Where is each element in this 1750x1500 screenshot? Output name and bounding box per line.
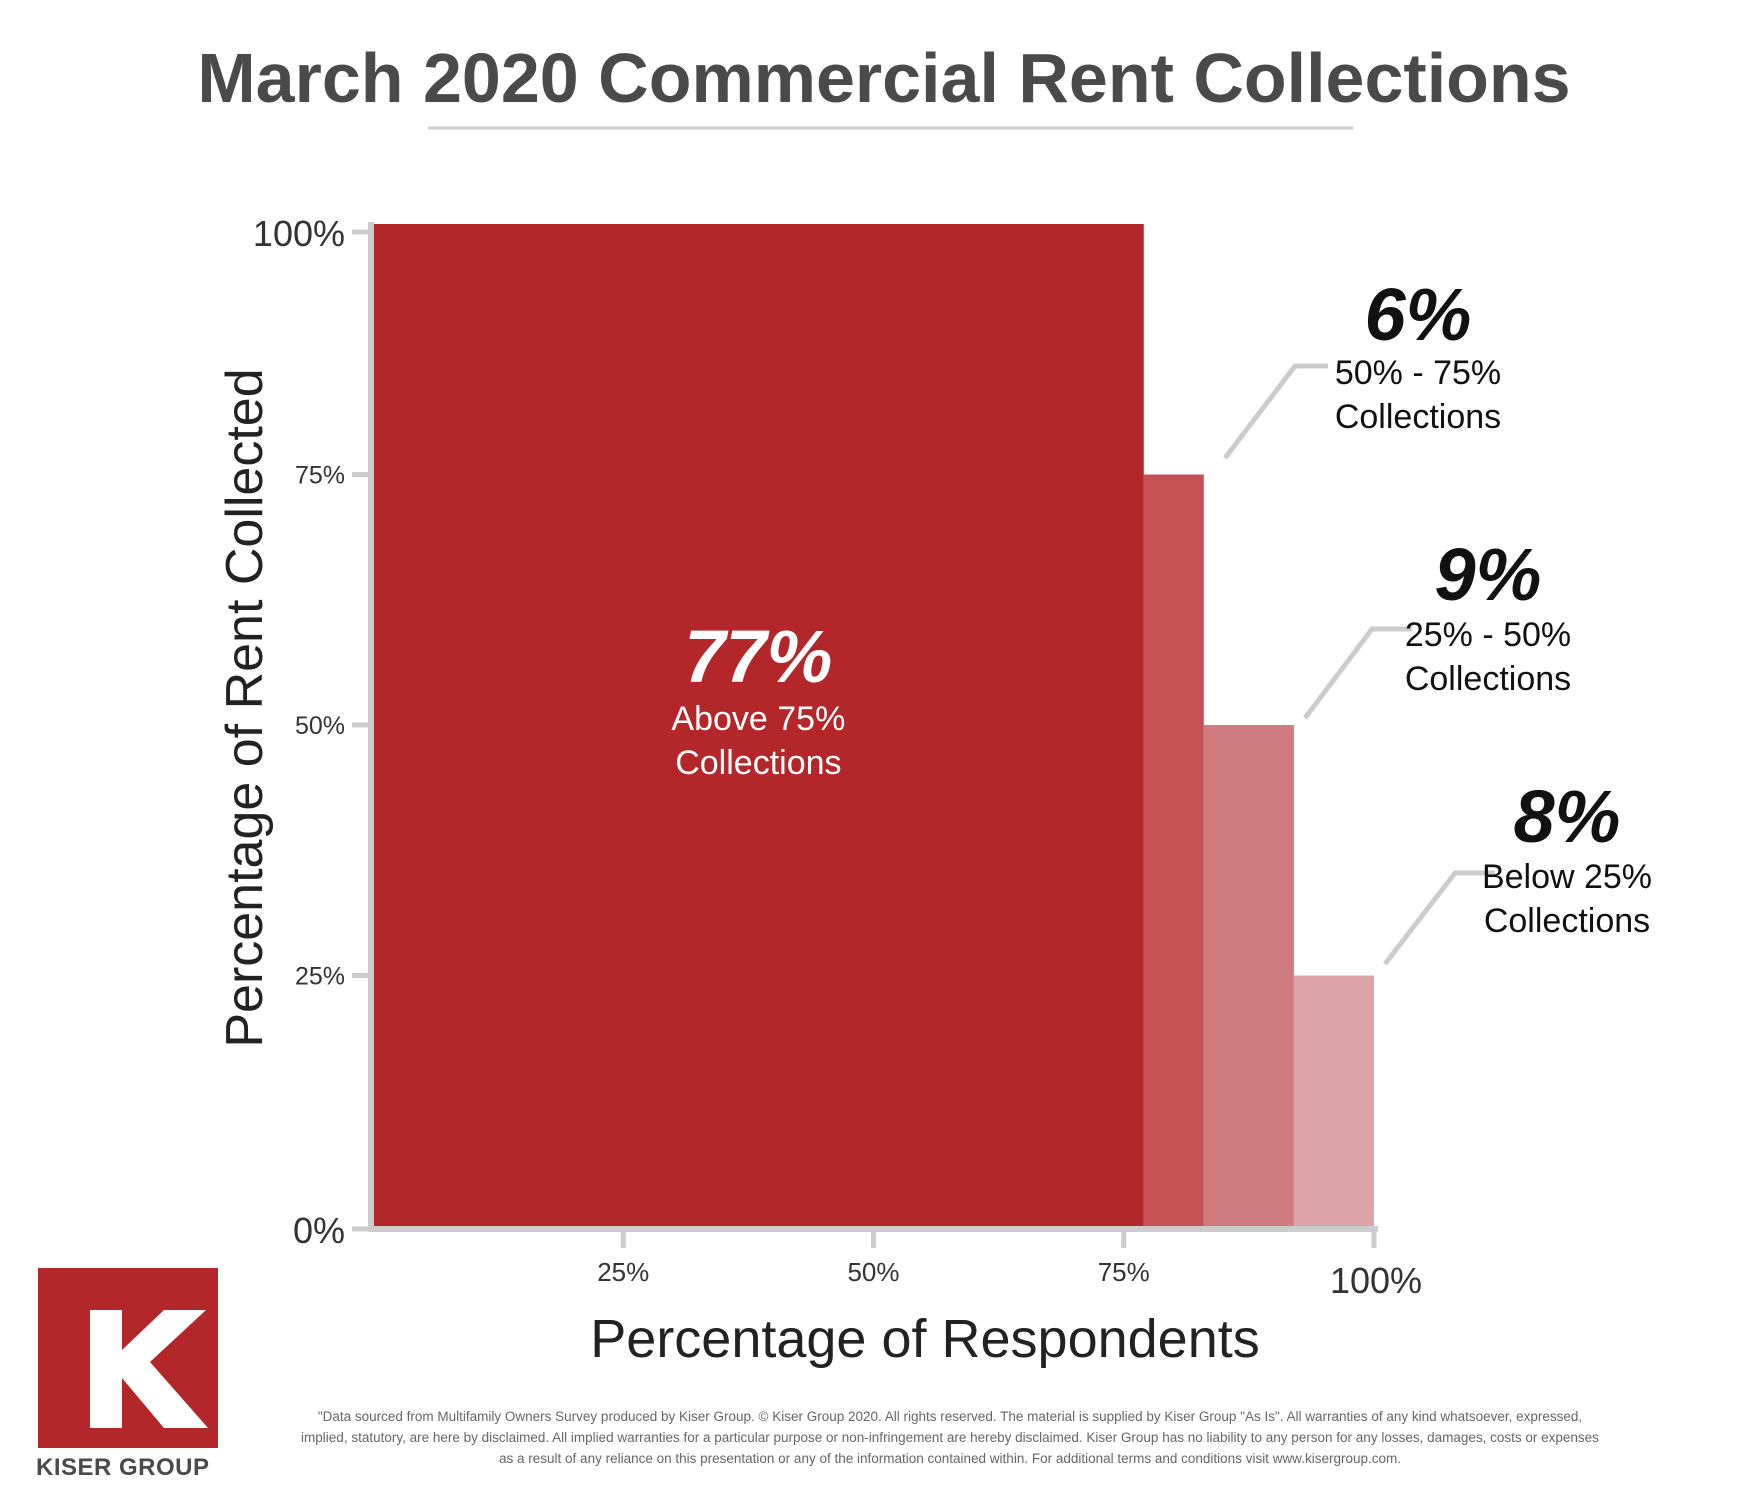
x-tick-label-25: 25% — [597, 1257, 649, 1287]
bars-group — [373, 224, 1374, 1226]
segment-2-value-label: 6% — [1365, 273, 1472, 356]
y-tick-label-0: 0% — [293, 1210, 345, 1251]
bar-segment-3 — [1203, 725, 1294, 1226]
segment-3-value-label: 9% — [1435, 533, 1542, 616]
x-tick-label-75: 75% — [1098, 1257, 1150, 1287]
segment-1-value-label: 77% — [684, 615, 832, 698]
kiser-logo-mark — [38, 1268, 218, 1448]
leader-line-4 — [1383, 870, 1495, 966]
disclaimer-text: "Data sourced from Multifamily Owners Su… — [301, 1409, 1599, 1466]
bar-segment-2 — [1143, 474, 1204, 1226]
segment-2-label-line2: Collections — [1335, 398, 1501, 436]
callouts-group: 77%Above 75% Collections 6%50% - 75% Collec… — [671, 273, 1652, 966]
tick-labels-group: 0% 25% 50% 75% 100% 25% 50% 75% 100% — [253, 213, 1422, 1301]
axes-group — [352, 222, 1378, 1248]
leader-line-2 — [1223, 363, 1328, 460]
bar-segment-4 — [1293, 975, 1374, 1226]
segment-3-label-line2: Collections — [1405, 660, 1571, 698]
segment-3-label-line1: 25% - 50% — [1405, 616, 1571, 654]
x-tick-label-100: 100% — [1330, 1260, 1422, 1301]
y-tick-label-50: 50% — [295, 712, 345, 740]
y-tick-label-25: 25% — [295, 963, 345, 991]
segment-1-label-line2: Collections — [675, 744, 841, 782]
kiser-group-wordmark: KISER GROUP — [36, 1454, 210, 1481]
bar-segment-1 — [373, 224, 1144, 1226]
k-letter-icon — [90, 1310, 208, 1428]
segment-4-value-label: 8% — [1514, 775, 1621, 858]
segment-4-label-line1: Below 25% — [1482, 858, 1652, 896]
y-tick-label-75: 75% — [295, 462, 345, 490]
segment-1-label-line1: Above 75% — [671, 700, 845, 738]
y-axis-title: Percentage of Rent Collected — [216, 368, 274, 1047]
x-axis-title: Percentage of Respondents — [590, 1309, 1259, 1369]
chart-title: March 2020 Commercial Rent Collections — [197, 39, 1570, 117]
leader-line-3 — [1303, 626, 1412, 720]
x-tick-label-50: 50% — [847, 1257, 899, 1287]
segment-4-label-line2: Collections — [1484, 902, 1650, 940]
segment-2-label-line1: 50% - 75% — [1335, 354, 1501, 392]
y-tick-label-100: 100% — [253, 213, 345, 254]
